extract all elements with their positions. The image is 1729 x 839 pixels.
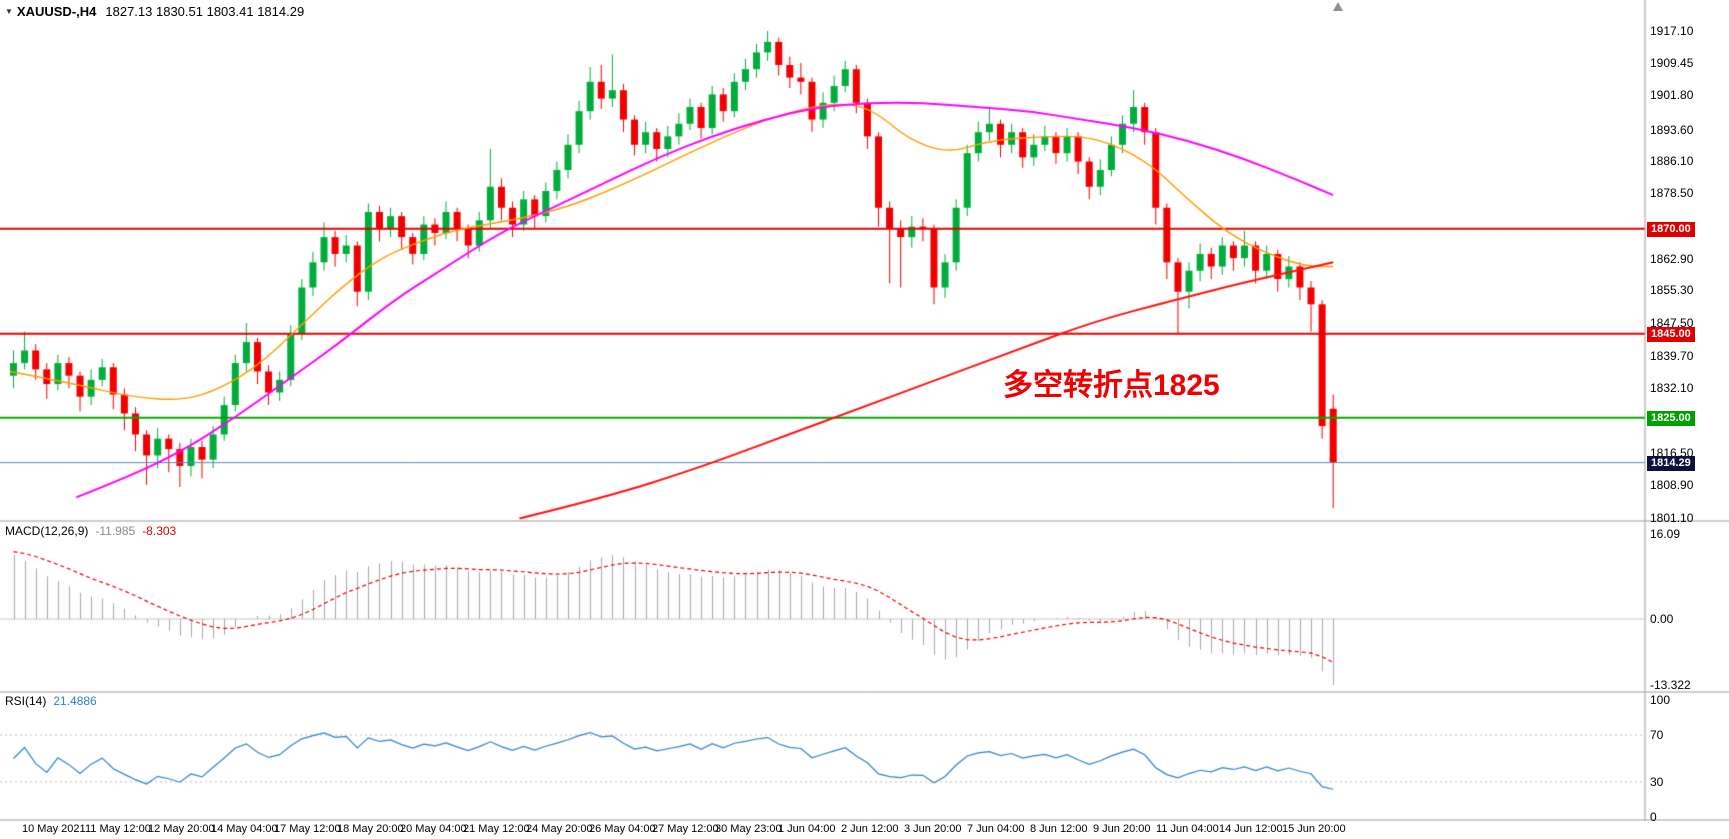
time-axis-label: 18 May 20:00 xyxy=(337,823,404,835)
time-axis-label: 9 Jun 20:00 xyxy=(1093,823,1151,835)
time-axis-label: 14 May 04:00 xyxy=(211,823,278,835)
price-axis-tick: 1839.70 xyxy=(1650,348,1694,363)
rsi-axis-tick: 0 xyxy=(1650,810,1657,824)
symbol-period-label: XAUUSD-,H4 xyxy=(16,4,97,19)
time-axis-label: 17 May 12:00 xyxy=(274,823,341,835)
macd-axis-tick: 16.09 xyxy=(1650,527,1681,541)
time-axis-label: 21 May 12:00 xyxy=(463,823,530,835)
price-axis-tick: 1878.50 xyxy=(1650,186,1694,201)
rsi-indicator-label: RSI(14) 21.4886 xyxy=(5,694,97,708)
rsi-axis-tick: 30 xyxy=(1650,774,1664,789)
price-axis-tag[interactable]: 1825.00 xyxy=(1647,410,1695,426)
price-axis-tick: 1847.50 xyxy=(1650,316,1694,331)
time-axis-label: 7 Jun 04:00 xyxy=(967,823,1025,835)
price-axis-tick: 1917.10 xyxy=(1650,24,1694,38)
time-axis-label: 20 May 04:00 xyxy=(400,823,467,835)
macd-signal-value: -8.303 xyxy=(142,524,177,538)
time-axis-label: 11 May 12:00 xyxy=(85,823,151,835)
rsi-axis-tick: 70 xyxy=(1650,728,1664,743)
price-axis-tick: 1862.90 xyxy=(1650,251,1694,266)
time-axis-label: 2 Jun 12:00 xyxy=(841,823,899,835)
time-axis-label: 30 May 23:00 xyxy=(715,823,782,835)
time-axis-label: 14 Jun 12:00 xyxy=(1219,823,1283,835)
price-axis-tick: 1855.30 xyxy=(1650,283,1694,298)
rsi-name: RSI(14) xyxy=(5,694,47,708)
rsi-axis-tick: 100 xyxy=(1650,693,1671,707)
time-axis-label: 10 May 2021 xyxy=(22,823,86,835)
time-axis-label: 11 Jun 04:00 xyxy=(1156,823,1219,835)
price-axis-tick: 1808.90 xyxy=(1650,478,1694,493)
rsi-value: 21.4886 xyxy=(53,694,97,708)
price-axis-tick: 1901.80 xyxy=(1650,88,1694,103)
macd-axis-tick: 0.00 xyxy=(1650,612,1674,626)
ohlc-values: 1827.13 1830.51 1803.41 1814.29 xyxy=(105,4,305,19)
macd-main-value: -11.985 xyxy=(95,524,136,538)
chart-header: ▼ XAUUSD-,H4 1827.13 1830.51 1803.41 1814.… xyxy=(5,4,304,19)
price-axis-tick: 1886.10 xyxy=(1650,154,1694,169)
time-axis-label: 3 Jun 20:00 xyxy=(904,823,962,835)
time-axis-label: 12 May 20:00 xyxy=(148,823,215,835)
macd-indicator-label: MACD(12,26,9) -11.985 -8.303 xyxy=(5,524,176,538)
macd-axis-tick: -13.322 xyxy=(1650,678,1691,692)
time-axis-label: 1 Jun 04:00 xyxy=(778,823,836,835)
price-axis-tag[interactable]: 1814.29 xyxy=(1647,455,1695,471)
time-axis-label: 8 Jun 12:00 xyxy=(1030,823,1088,835)
price-axis-tick: 1909.45 xyxy=(1650,56,1694,71)
price-axis-tick: 1832.10 xyxy=(1650,380,1694,395)
symbol-collapse-icon[interactable]: ▼ xyxy=(5,7,13,16)
time-axis-label: 24 May 20:00 xyxy=(526,823,593,835)
macd-name: MACD(12,26,9) xyxy=(5,524,89,538)
time-axis-label: 27 May 12:00 xyxy=(652,823,719,835)
price-axis-tick: 1893.60 xyxy=(1650,122,1694,137)
price-axis-tag[interactable]: 1870.00 xyxy=(1647,221,1695,237)
annotation-text[interactable]: 多空转折点1825 xyxy=(1003,369,1220,402)
price-axis-tag[interactable]: 1845.00 xyxy=(1647,326,1695,342)
chart-shift-marker-icon[interactable] xyxy=(1333,2,1343,11)
price-axis-tick: 1801.10 xyxy=(1650,511,1694,525)
time-axis-label: 15 Jun 20:00 xyxy=(1282,823,1346,835)
time-axis-label: 26 May 04:00 xyxy=(589,823,656,835)
